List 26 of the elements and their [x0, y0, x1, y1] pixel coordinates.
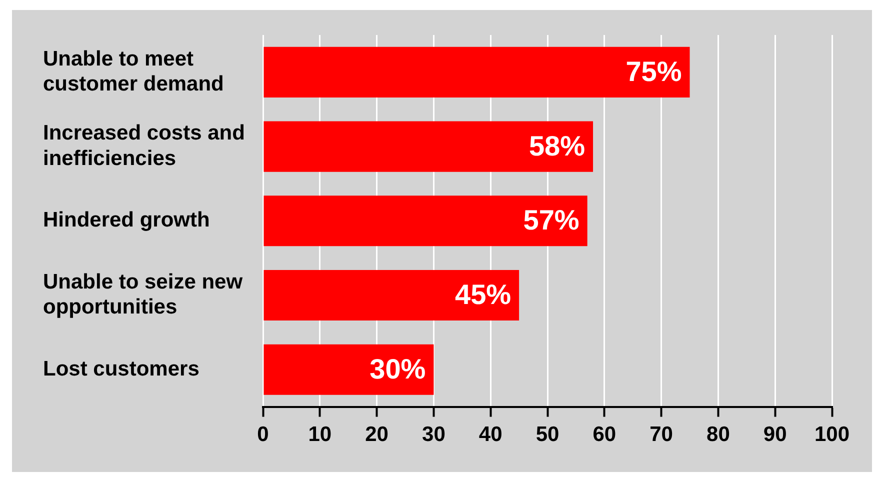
bar	[264, 196, 588, 246]
x-tick-label: 20	[365, 423, 388, 446]
x-tick-label: 60	[592, 423, 616, 446]
bar	[264, 121, 594, 172]
x-tick-label: 50	[536, 423, 560, 446]
bar	[264, 46, 690, 98]
x-tick-label: 90	[763, 423, 787, 446]
x-tick-label: 30	[422, 423, 446, 446]
x-tick-label: 0	[257, 423, 269, 446]
x-tick-label: 100	[814, 423, 850, 446]
data-label: 30%	[370, 353, 426, 384]
x-tick-label: 10	[308, 423, 332, 446]
data-label: 45%	[455, 278, 512, 310]
data-label: 57%	[523, 204, 580, 236]
bar	[264, 344, 434, 395]
y-tick-label: Hindered growth	[43, 208, 210, 232]
data-label: 58%	[528, 130, 586, 162]
y-tick-label: Increased costs and inefficiencies	[43, 122, 245, 170]
bar	[264, 270, 520, 321]
x-tick-label: 70	[650, 423, 673, 446]
x-tick-label: 40	[478, 423, 502, 446]
y-tick-label: Unable to seize new opportunities	[43, 270, 244, 319]
x-tick-label: 80	[706, 423, 730, 446]
data-label: 75%	[626, 56, 682, 87]
y-tick-label: Lost customers	[43, 357, 200, 380]
y-tick-label: Unable to meet customer demand	[43, 47, 224, 96]
